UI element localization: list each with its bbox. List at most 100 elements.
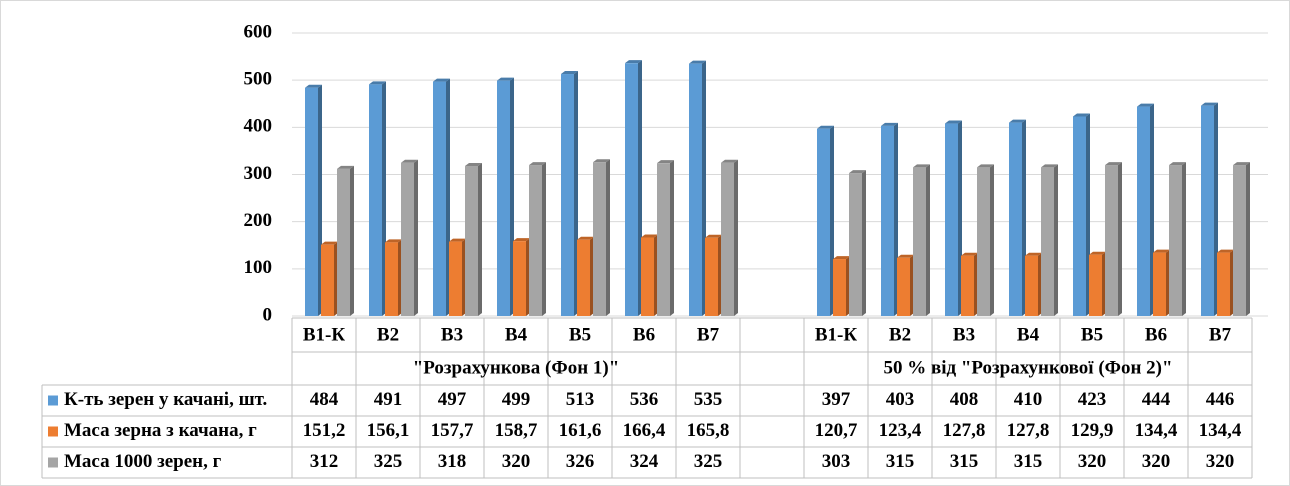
bar-top xyxy=(385,239,402,243)
data-label: 134,4 xyxy=(1135,420,1178,441)
bar xyxy=(1089,254,1102,316)
x-tick-label: В1-К xyxy=(303,324,346,345)
data-label: 325 xyxy=(374,451,403,472)
bar-top xyxy=(465,163,482,167)
bar-top xyxy=(913,164,930,168)
bar-top xyxy=(961,252,978,256)
bar xyxy=(337,168,350,316)
bar-top xyxy=(561,71,578,75)
bar xyxy=(305,87,318,316)
data-label: 315 xyxy=(886,451,915,472)
bar-top xyxy=(433,78,450,82)
bar-top xyxy=(1137,103,1154,107)
bar-top xyxy=(529,162,546,166)
x-tick-label: В3 xyxy=(441,324,463,345)
bar-top xyxy=(977,164,994,168)
data-label: 158,7 xyxy=(495,420,538,441)
bar-side xyxy=(414,159,418,316)
bar xyxy=(513,241,526,316)
x-tick-label: В5 xyxy=(569,324,591,345)
x-tick-label: В2 xyxy=(889,324,911,345)
bar xyxy=(689,63,702,317)
bar xyxy=(657,163,670,316)
data-label: 303 xyxy=(822,451,851,472)
bar-side xyxy=(1054,164,1058,316)
data-label: 120,7 xyxy=(815,420,858,441)
data-label: 127,8 xyxy=(1007,420,1050,441)
bar xyxy=(881,125,894,316)
x-tick-label: В6 xyxy=(1145,324,1167,345)
data-label: 324 xyxy=(630,451,659,472)
bar-top xyxy=(337,165,354,169)
bar xyxy=(961,255,974,316)
x-tick-label: В7 xyxy=(697,324,720,345)
data-label: 156,1 xyxy=(367,420,410,441)
bar xyxy=(1073,116,1086,316)
bar-side xyxy=(1246,162,1250,316)
bar-side xyxy=(926,164,930,316)
bar-side xyxy=(606,159,610,316)
bar xyxy=(1169,165,1182,316)
bar-top xyxy=(641,234,658,238)
bar-top xyxy=(401,159,418,163)
bar-top xyxy=(513,238,530,242)
bar xyxy=(561,74,574,316)
bar xyxy=(625,63,638,316)
data-label: 318 xyxy=(438,451,467,472)
bar xyxy=(401,162,414,316)
data-label: 513 xyxy=(566,389,595,410)
bar-top xyxy=(593,159,610,163)
bar-top xyxy=(625,60,642,64)
bar xyxy=(1041,167,1054,316)
data-label: 499 xyxy=(502,389,531,410)
y-tick-label: 600 xyxy=(244,21,273,42)
bar-top xyxy=(1233,162,1250,166)
legend-key xyxy=(48,426,58,437)
bar-side xyxy=(862,170,866,316)
bar-side xyxy=(1182,162,1186,316)
bar-top xyxy=(1073,113,1090,117)
bar xyxy=(577,239,590,316)
bar-side xyxy=(1118,162,1122,316)
bar xyxy=(641,237,654,316)
bar xyxy=(1217,252,1230,316)
data-label: 127,8 xyxy=(943,420,986,441)
bar-top xyxy=(449,238,466,242)
bar-side xyxy=(350,165,354,316)
bar-top xyxy=(1105,162,1122,166)
bar xyxy=(321,244,334,316)
group-label: "Розрахункова (Фон 1)" xyxy=(413,357,620,378)
bar-top xyxy=(1169,162,1186,166)
data-label: 535 xyxy=(694,389,723,410)
x-tick-label: В4 xyxy=(1017,324,1040,345)
bar-top xyxy=(817,125,834,129)
y-tick-label: 400 xyxy=(244,116,273,137)
bar-top xyxy=(1009,119,1026,123)
bar xyxy=(1153,252,1166,316)
legend-key xyxy=(48,395,58,406)
bar-top xyxy=(1201,102,1218,106)
bar xyxy=(497,80,510,316)
data-label: 326 xyxy=(566,451,595,472)
bar-top xyxy=(369,81,386,85)
data-label: 536 xyxy=(630,389,659,410)
bar-side xyxy=(478,163,482,316)
bar xyxy=(945,123,958,316)
data-label: 497 xyxy=(438,389,467,410)
bar xyxy=(1025,255,1038,316)
data-label: 320 xyxy=(1078,451,1107,472)
y-tick-label: 500 xyxy=(244,69,273,90)
bar xyxy=(593,162,606,316)
x-tick-label: В5 xyxy=(1081,324,1103,345)
x-tick-label: В3 xyxy=(953,324,975,345)
data-label: 403 xyxy=(886,389,915,410)
bar-top xyxy=(1025,252,1042,256)
bar-top xyxy=(1089,251,1106,255)
bar-top xyxy=(305,84,322,88)
legend-key xyxy=(48,457,58,468)
bar xyxy=(1201,105,1214,317)
bar-top xyxy=(897,254,914,258)
data-label: 312 xyxy=(310,451,339,472)
x-tick-label: В4 xyxy=(505,324,528,345)
